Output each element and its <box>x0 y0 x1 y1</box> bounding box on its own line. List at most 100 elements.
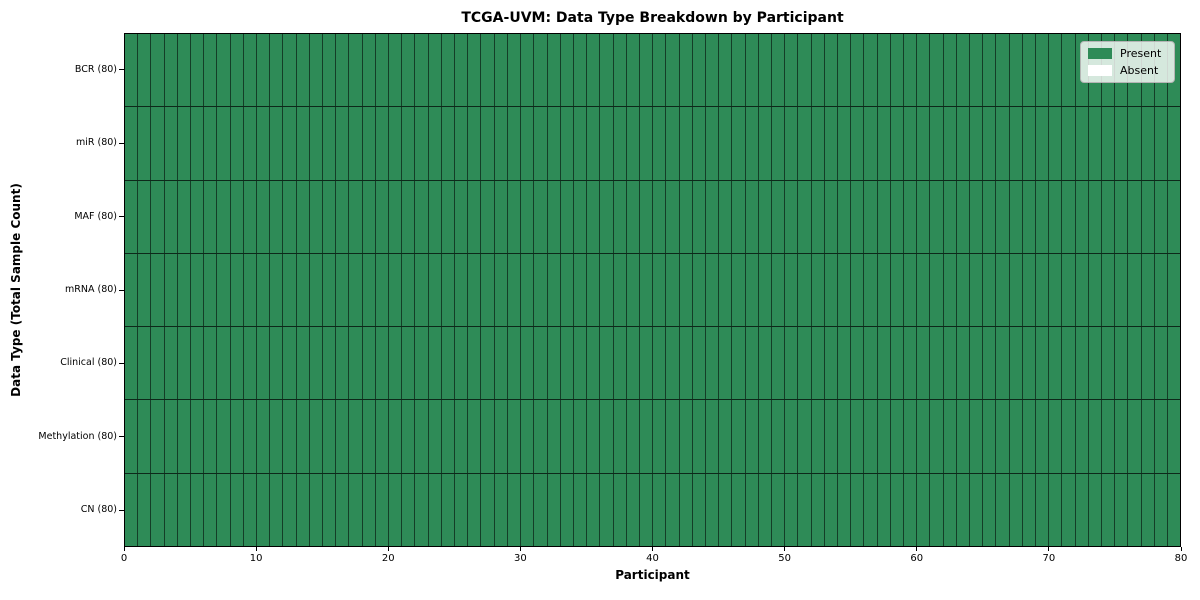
heatmap-cell <box>204 253 218 327</box>
heatmap-cell <box>441 327 456 400</box>
heatmap-cell <box>494 327 508 400</box>
heatmap-cell <box>666 327 680 400</box>
heatmap-cell <box>956 327 970 400</box>
heatmap-cell <box>890 473 904 546</box>
heatmap-cell <box>587 400 601 473</box>
heatmap-cell <box>1128 180 1142 253</box>
heatmap-cell <box>191 327 205 400</box>
heatmap-cell <box>283 473 297 546</box>
heatmap-cell <box>494 180 508 253</box>
heatmap-cell <box>996 34 1010 107</box>
heatmap-cell <box>402 107 416 180</box>
heatmap-cell <box>600 107 614 180</box>
heatmap-cell <box>600 34 614 107</box>
heatmap-cell <box>191 107 205 180</box>
heatmap-cell <box>375 327 390 400</box>
heatmap-cell <box>217 473 231 546</box>
x-tick-mark <box>1180 547 1182 551</box>
heatmap-cell <box>441 34 456 107</box>
heatmap-cell <box>877 180 891 253</box>
heatmap-cell <box>890 180 904 253</box>
heatmap-cell <box>771 180 786 253</box>
heatmap-cell <box>1128 253 1142 327</box>
heatmap-cell <box>481 400 495 473</box>
heatmap-cell <box>507 34 522 107</box>
x-tick-mark <box>123 547 125 551</box>
heatmap-cell <box>692 327 706 400</box>
heatmap-cell <box>455 400 469 473</box>
heatmap-cell <box>587 253 601 327</box>
heatmap-cell <box>204 107 218 180</box>
heatmap-cell <box>613 400 627 473</box>
x-tick-mark <box>255 547 257 551</box>
heatmap-cell <box>441 473 456 546</box>
y-tick-label: miR (80) <box>75 137 117 149</box>
heatmap-cell <box>613 180 627 253</box>
heatmap-cell <box>270 473 284 546</box>
heatmap-cell <box>903 400 918 473</box>
heatmap-cell <box>864 400 878 473</box>
heatmap-cell <box>837 180 852 253</box>
heatmap-cell <box>1102 107 1116 180</box>
heatmap-cell <box>1036 473 1050 546</box>
heatmap-cell <box>837 400 852 473</box>
heatmap-cell <box>1022 400 1037 473</box>
heatmap-cell <box>283 107 297 180</box>
heatmap-cell <box>600 253 614 327</box>
heatmap-cell <box>1115 107 1129 180</box>
heatmap-cell <box>455 473 469 546</box>
heatmap-cell <box>864 253 878 327</box>
heatmap-cell <box>811 400 825 473</box>
heatmap-cell <box>705 400 720 473</box>
heatmap-cell <box>956 180 970 253</box>
heatmap-cell <box>547 253 561 327</box>
heatmap-cell <box>349 473 363 546</box>
x-tick-label: 20 <box>381 553 395 564</box>
heatmap-cell <box>204 34 218 107</box>
heatmap-cell <box>811 253 825 327</box>
heatmap-cell <box>1062 327 1076 400</box>
heatmap-cell <box>547 400 561 473</box>
heatmap-cell <box>270 400 284 473</box>
heatmap-cell <box>164 107 178 180</box>
heatmap-cell <box>996 473 1010 546</box>
heatmap-cell <box>956 400 970 473</box>
heatmap-cell <box>481 107 495 180</box>
y-tick-mark <box>119 362 124 364</box>
heatmap-cell <box>719 253 733 327</box>
chart-title: TCGA-UVM: Data Type Breakdown by Partici… <box>461 10 844 26</box>
heatmap-row <box>125 400 1181 474</box>
heatmap-cell <box>177 400 192 473</box>
heatmap-cell <box>970 327 984 400</box>
heatmap-cell <box>626 327 640 400</box>
heatmap-cell <box>837 473 852 546</box>
heatmap-cell <box>243 473 258 546</box>
heatmap-cell <box>1022 327 1037 400</box>
heatmap-cell <box>204 327 218 400</box>
y-tick-label: MAF (80) <box>74 210 117 222</box>
heatmap-cell <box>956 473 970 546</box>
heatmap-cell <box>323 107 337 180</box>
y-tick-label: BCR (80) <box>74 63 117 75</box>
heatmap-cell <box>1088 253 1103 327</box>
heatmap-cell <box>1075 180 1089 253</box>
heatmap-cell <box>560 400 574 473</box>
heatmap-cell <box>349 253 363 327</box>
heatmap-cell <box>890 400 904 473</box>
heatmap-cell <box>943 253 957 327</box>
heatmap-cell <box>943 400 957 473</box>
heatmap-cell <box>917 107 931 180</box>
heatmap-cell <box>785 107 799 180</box>
heatmap-cell <box>428 400 442 473</box>
heatmap-cell <box>1075 107 1089 180</box>
heatmap-cell <box>270 180 284 253</box>
heatmap-cell <box>1115 473 1129 546</box>
heatmap-cell <box>600 473 614 546</box>
heatmap-cell <box>230 253 244 327</box>
heatmap-cell <box>1009 180 1023 253</box>
heatmap-cell <box>587 107 601 180</box>
heatmap-cell <box>1128 327 1142 400</box>
heatmap-cell <box>441 107 456 180</box>
heatmap-cell <box>217 327 231 400</box>
heatmap-cell <box>336 180 350 253</box>
